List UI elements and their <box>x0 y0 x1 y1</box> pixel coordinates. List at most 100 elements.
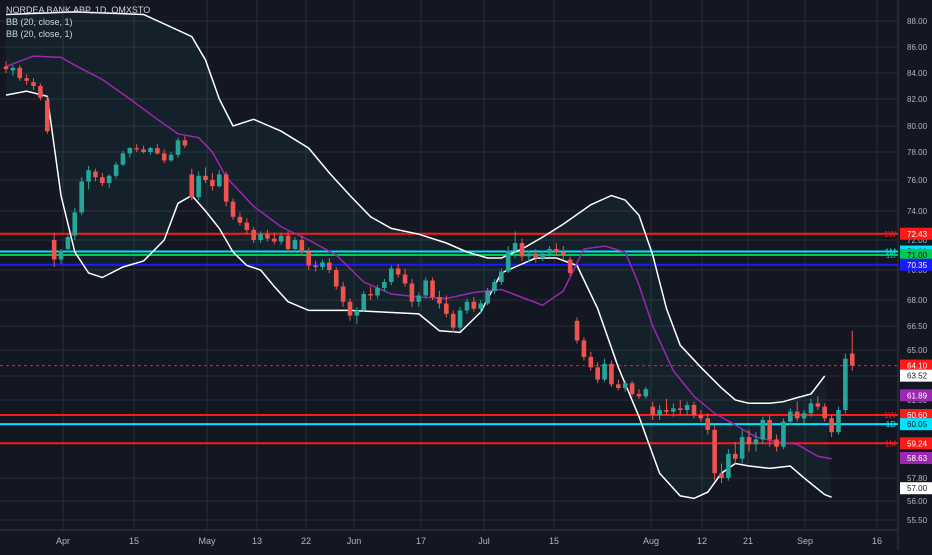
candle-body <box>801 413 807 419</box>
indicator-price-label: 58.63 <box>907 454 928 463</box>
x-tick-label: 15 <box>129 536 139 546</box>
candle-body <box>657 410 662 415</box>
x-tick-label: 16 <box>872 536 882 546</box>
y-tick-label: 68.00 <box>907 296 928 305</box>
candle-body <box>368 294 373 296</box>
symbol-title[interactable]: NORDEA BANK ABP, 1D, OMXSTO <box>6 5 151 15</box>
candle-body <box>100 177 105 184</box>
candle-body <box>382 282 387 288</box>
candle-body <box>361 294 367 311</box>
candle-body <box>3 66 9 70</box>
y-tick-label: 57.80 <box>907 474 928 483</box>
candle-body <box>705 418 711 430</box>
candle-body <box>175 140 181 155</box>
candle-body <box>65 237 71 249</box>
indicator-price-label-bg <box>900 369 932 382</box>
candle-body <box>499 271 504 282</box>
x-tick-label: 17 <box>416 536 426 546</box>
candle-body <box>347 301 353 316</box>
y-tick-label: 65.00 <box>907 346 928 355</box>
candle-body <box>244 222 250 230</box>
candle-body <box>464 301 470 311</box>
candle-body <box>86 170 91 182</box>
candle-body <box>196 175 201 198</box>
y-tick-label: 76.00 <box>907 176 928 185</box>
level-price-label: 71.00 <box>907 251 928 260</box>
candle-body <box>588 356 594 368</box>
candle-body <box>106 175 112 184</box>
candle-body <box>278 235 284 242</box>
y-tick-label: 86.00 <box>907 43 928 52</box>
candle-body <box>437 297 442 304</box>
candle-body <box>340 286 346 302</box>
candle-body <box>223 174 229 202</box>
candle-body <box>327 262 332 270</box>
chart-legend: NORDEA BANK ABP, 1D, OMXSTO BB (20, clos… <box>6 4 150 40</box>
level-timeframe-tag: 1D <box>886 420 896 429</box>
candle-body <box>650 406 656 415</box>
candle-body <box>519 243 525 257</box>
candle-body <box>182 140 188 146</box>
candle-body <box>719 473 724 478</box>
candle-body <box>560 252 566 255</box>
candle-body <box>450 313 456 328</box>
indicator-price-label: 61.89 <box>907 391 928 400</box>
indicator-price-label: 57.00 <box>907 484 928 493</box>
candle-body <box>492 282 497 291</box>
y-tick-label: 74.00 <box>907 207 928 216</box>
candle-body <box>313 265 318 267</box>
candle-body <box>774 439 779 447</box>
indicator-price-label-bg <box>900 452 932 465</box>
candle-body <box>265 234 270 239</box>
candle-body <box>808 403 814 414</box>
candle-body <box>567 259 573 273</box>
level-price-label-bg <box>900 227 932 240</box>
level-timeframe-tag: 1M <box>885 248 896 257</box>
candle-body <box>134 148 140 150</box>
candle-body <box>684 405 690 410</box>
candle-body <box>781 421 786 447</box>
candle-body <box>79 181 84 213</box>
indicator-price-label: 63.52 <box>907 372 928 381</box>
candle-body <box>388 268 394 282</box>
candle-body <box>629 383 635 394</box>
candle-body <box>113 164 119 176</box>
indicator-bb-2[interactable]: BB (20, close, 1) <box>6 29 73 39</box>
indicator-price-label-bg <box>900 389 932 402</box>
x-tick-label: Jul <box>478 536 490 546</box>
candle-body <box>168 154 174 161</box>
candle-body <box>17 67 23 79</box>
level-price-label-bg <box>900 437 932 450</box>
candle-body <box>161 153 167 161</box>
candle-body <box>155 148 160 154</box>
y-tick-label: 66.50 <box>907 322 928 331</box>
candle-body <box>643 389 649 397</box>
candle-body <box>540 253 545 258</box>
x-tick-label: 12 <box>697 536 707 546</box>
candle-body <box>251 229 256 240</box>
candle-body <box>285 235 291 249</box>
candle-body <box>664 410 669 412</box>
y-tick-label: 80.00 <box>907 122 928 131</box>
x-tick-label: 21 <box>743 536 753 546</box>
level-price-label: 59.24 <box>907 439 928 448</box>
candle-body <box>760 420 766 440</box>
x-tick-label: Sep <box>797 536 813 546</box>
candle-body <box>712 429 717 474</box>
x-tick-label: Jun <box>347 536 362 546</box>
candle-body <box>574 320 580 341</box>
candle-body <box>526 253 532 257</box>
x-tick-label: Apr <box>56 536 70 546</box>
candle-body <box>44 100 50 132</box>
candle-body <box>395 268 401 275</box>
candle-body <box>554 249 559 252</box>
bb-lower-line <box>5 90 832 500</box>
candle-body <box>581 340 587 357</box>
candle-body <box>849 353 855 366</box>
indicator-bb-1[interactable]: BB (20, close, 1) <box>6 17 73 27</box>
candle-body <box>430 280 435 297</box>
candle-body <box>10 67 16 71</box>
candle-body <box>746 437 752 445</box>
